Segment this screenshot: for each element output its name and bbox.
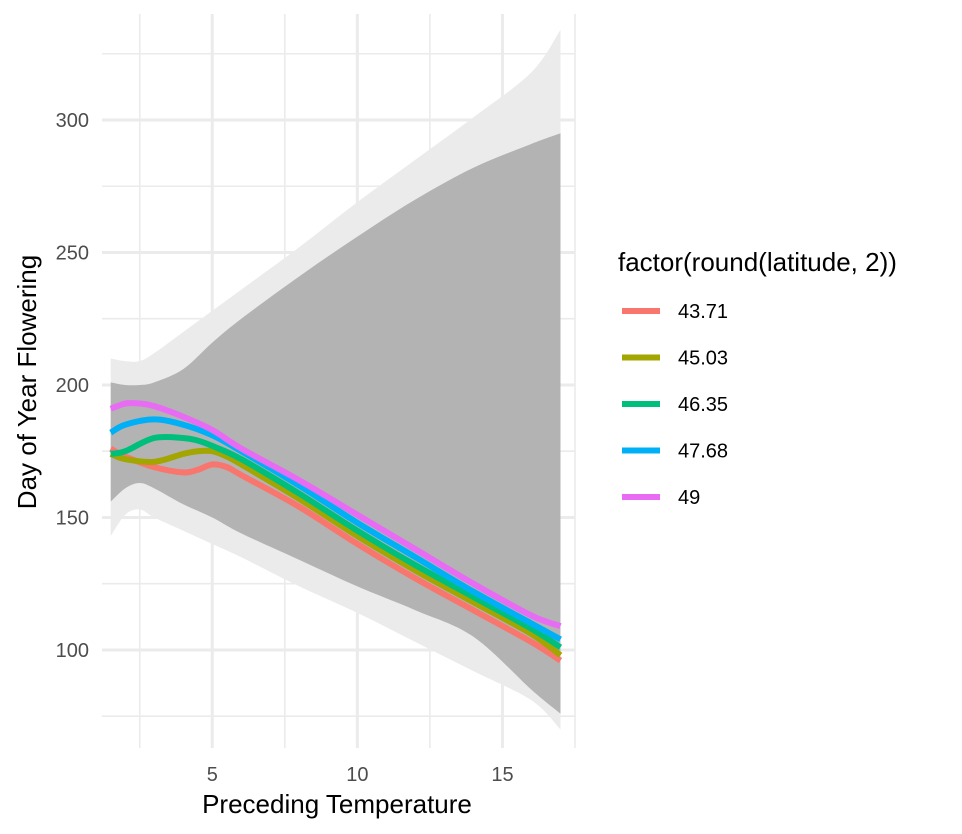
legend-label: 46.35 xyxy=(678,394,728,416)
confidence-bands xyxy=(110,29,561,730)
series-lines xyxy=(109,400,563,664)
legend-item: 43.71 xyxy=(622,301,728,323)
y-tick-label: 300 xyxy=(56,110,89,132)
y-tick-label: 150 xyxy=(56,507,89,529)
series-line-45-03 xyxy=(109,447,563,658)
series-line-46-35 xyxy=(110,433,563,650)
legend-title: factor(round(latitude, 2)) xyxy=(618,247,897,277)
y-axis-title: Day of Year Flowering xyxy=(12,255,42,509)
series-line-47-68 xyxy=(109,416,562,642)
series-line-49 xyxy=(109,400,562,629)
x-tick-label: 10 xyxy=(346,764,368,786)
legend-label: 49 xyxy=(678,487,700,509)
x-tick-label: 15 xyxy=(491,764,513,786)
legend-item: 49 xyxy=(622,487,700,509)
x-axis-title: Preceding Temperature xyxy=(202,789,472,819)
legend-items: 43.71 45.03 46.35 47.68 49 xyxy=(622,301,728,509)
legend-label: 45.03 xyxy=(678,348,728,370)
legend-label: 43.71 xyxy=(678,301,728,323)
x-tick-label: 5 xyxy=(207,764,218,786)
y-tick-label: 100 xyxy=(56,640,89,662)
legend-item: 46.35 xyxy=(622,394,728,416)
legend-label: 47.68 xyxy=(678,441,728,463)
series-line-43-71 xyxy=(109,445,563,664)
y-axis-ticks: 100 150 200 250 300 xyxy=(56,110,89,662)
y-tick-label: 250 xyxy=(56,242,89,264)
y-tick-label: 200 xyxy=(56,375,89,397)
legend-item: 47.68 xyxy=(622,441,728,463)
legend-item: 45.03 xyxy=(622,348,728,370)
legend: factor(round(latitude, 2)) 43.71 45.03 46.… xyxy=(618,247,897,509)
x-axis-ticks: 5 10 15 xyxy=(207,764,514,786)
